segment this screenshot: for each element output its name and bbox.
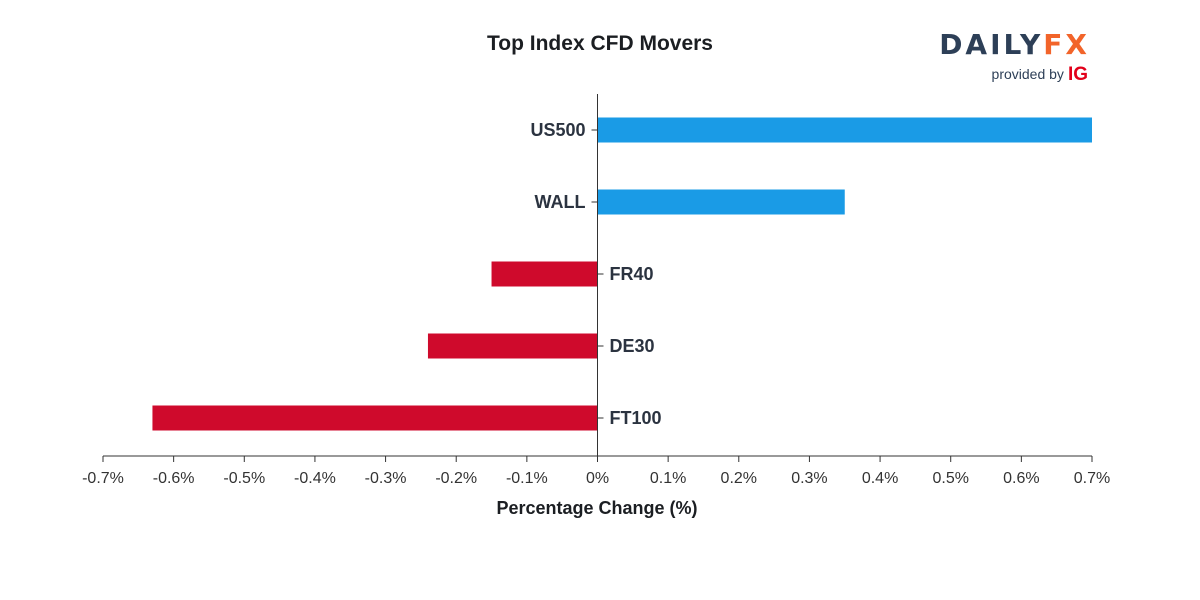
- provided-by-text: provided by: [991, 66, 1064, 82]
- chart-title: Top Index CFD Movers: [487, 32, 713, 55]
- provided-by-line: provided by IG: [992, 64, 1088, 86]
- logo-part-daily: DAILY: [939, 28, 1044, 61]
- bar-us500: [597, 117, 1092, 143]
- x-tick-label: -0.6%: [153, 470, 195, 487]
- x-tick-label: -0.3%: [365, 470, 407, 487]
- x-tick-label: -0.1%: [506, 470, 548, 487]
- bar-ft100: [152, 405, 598, 431]
- x-tick-label: -0.2%: [435, 470, 477, 487]
- labels-group: US500 WALL FR40 DE30 FT100 -0.7% -0.6% -0.5% -0.…: [82, 120, 1110, 487]
- x-tick-label: -0.7%: [82, 470, 124, 487]
- category-label-fr40: FR40: [610, 264, 654, 284]
- logo-wordmark: DAILYFX: [939, 28, 1090, 61]
- x-tick-label: 0.4%: [862, 470, 898, 487]
- category-label-wall: WALL: [535, 192, 586, 212]
- x-tick-label: 0.6%: [1003, 470, 1039, 487]
- x-tick-label: -0.4%: [294, 470, 336, 487]
- x-tick-label: 0.2%: [721, 470, 757, 487]
- x-tick-label: 0.5%: [932, 470, 968, 487]
- bar-de30: [427, 333, 598, 359]
- provider-logo: IG: [1067, 64, 1088, 85]
- category-label-us500: US500: [530, 120, 585, 140]
- x-tick-label: 0%: [586, 470, 609, 487]
- category-label-de30: DE30: [610, 336, 655, 356]
- x-tick-label: -0.5%: [223, 470, 265, 487]
- bars-group: [152, 117, 1092, 431]
- bar-wall: [597, 189, 845, 215]
- logo-part-fx: FX: [1043, 28, 1090, 61]
- x-tick-label: 0.7%: [1074, 470, 1110, 487]
- x-tick-label: 0.1%: [650, 470, 686, 487]
- axes-group: [102, 94, 1093, 462]
- category-label-ft100: FT100: [610, 408, 662, 428]
- bar-fr40: [491, 261, 598, 287]
- x-tick-label: 0.3%: [791, 470, 827, 487]
- x-axis-title: Percentage Change (%): [496, 498, 697, 518]
